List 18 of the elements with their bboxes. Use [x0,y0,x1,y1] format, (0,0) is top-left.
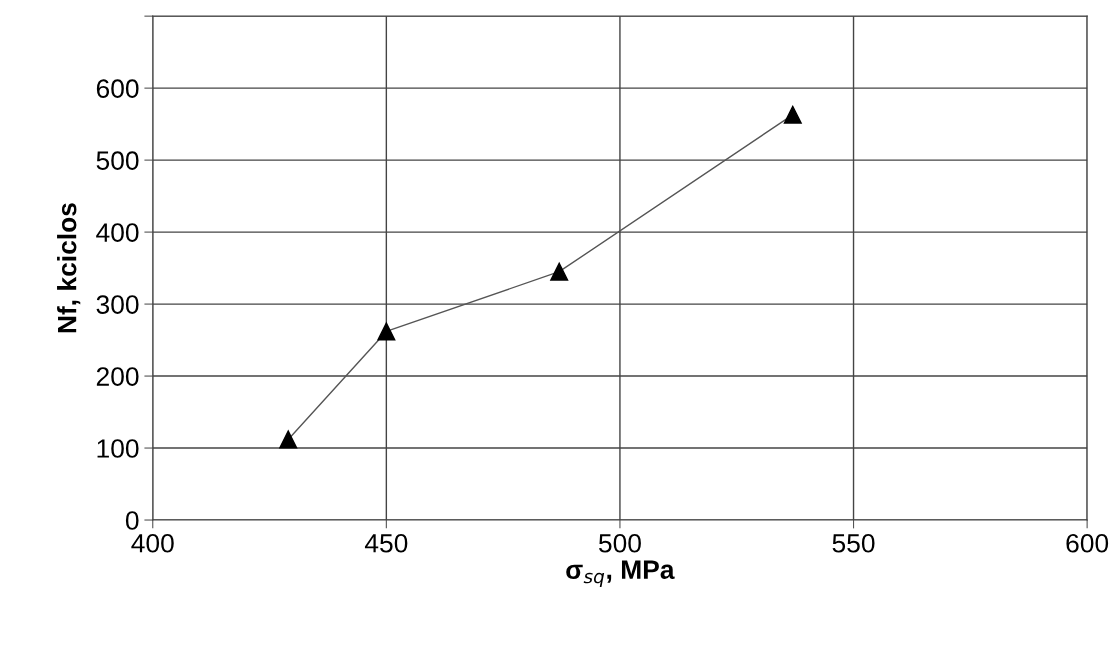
y-tick-label: 0 [125,511,139,530]
x-tick-label: 550 [832,533,875,553]
point [550,262,569,281]
y-tick-label: 400 [96,223,139,242]
y-tick-label: 100 [97,439,139,458]
point [279,430,298,449]
y-tick-label: 300 [96,295,139,314]
x-axis-title: σ$_{sq}$, MPa [566,560,675,587]
x-tick-label: 400 [131,533,174,553]
point [377,322,396,341]
y-tick-label: 600 [96,79,139,98]
point [783,105,802,124]
y-tick-label: 500 [96,151,139,170]
y-tick-label: 200 [96,367,139,386]
y-axis-title: Nf, kciclos [57,203,81,333]
x-tick-label: 450 [364,533,408,553]
x-tick-label: 500 [598,533,641,553]
x-tick-label: 600 [1066,533,1109,553]
